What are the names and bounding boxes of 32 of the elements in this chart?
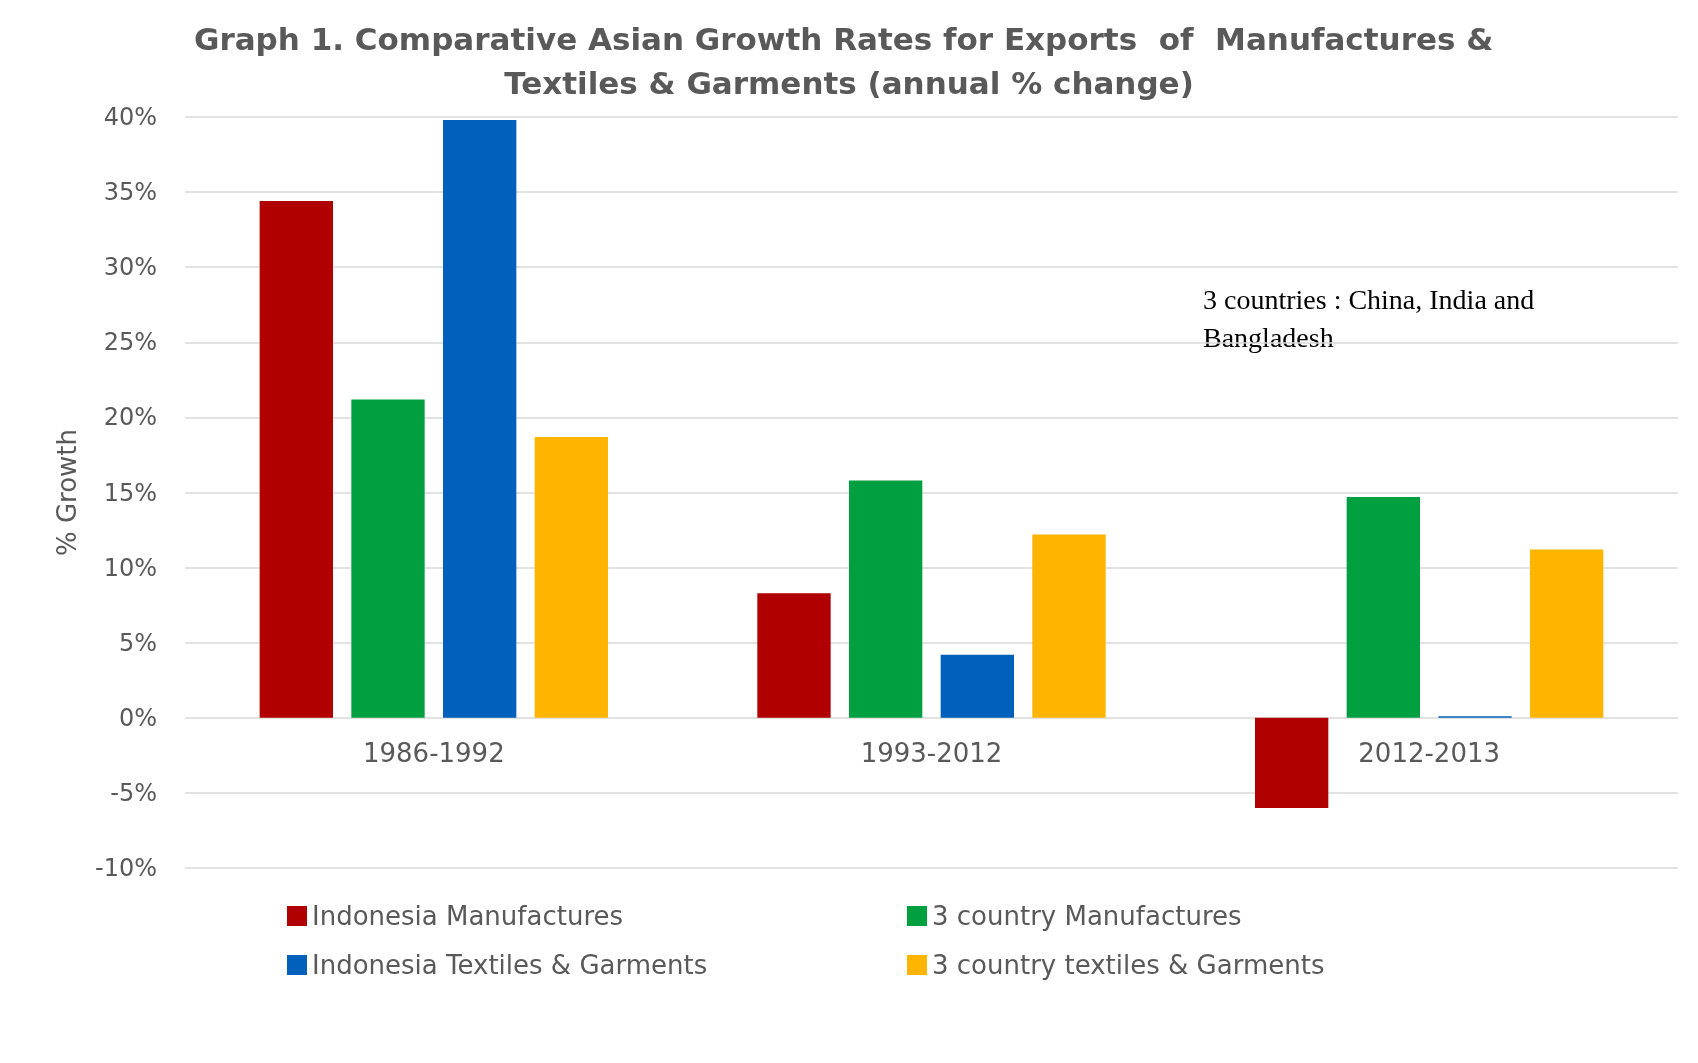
- y-axis-title: % Growth: [52, 428, 82, 557]
- bar: [443, 120, 517, 718]
- x-tick-label: 2012-2013: [1358, 737, 1501, 768]
- y-tick-label: 0%: [118, 703, 157, 732]
- bar: [848, 480, 923, 718]
- x-tick-label: 1993-2012: [860, 737, 1003, 768]
- y-tick-label: 40%: [103, 103, 157, 131]
- y-tick-label: 5%: [118, 628, 157, 657]
- bar: [757, 593, 831, 718]
- bar: [1530, 549, 1604, 718]
- y-tick-label: 20%: [103, 403, 157, 432]
- bar: [259, 201, 333, 718]
- bar: [940, 654, 1015, 718]
- legend-label: Indonesia Manufactures: [312, 901, 624, 931]
- x-tick-label: 1986-1992: [362, 737, 505, 768]
- chart-title: Graph 1. Comparative Asian Growth Rates for Exports of Manufactures & Textiles & Garments (annual % change): [193, 21, 1505, 101]
- bar: [1032, 534, 1106, 718]
- y-tick-label: 15%: [103, 478, 157, 507]
- bar: [1254, 717, 1329, 808]
- legend-label: 3 country textiles & Garments: [932, 950, 1325, 980]
- y-tick-label: 35%: [103, 178, 157, 207]
- y-tick-label: 30%: [103, 253, 157, 282]
- annotation: 3 countries : China, India and Bangladesh: [1203, 283, 1542, 353]
- y-tick-label: 10%: [103, 553, 157, 582]
- bar: [1346, 497, 1420, 718]
- y-tick-label: -10%: [94, 854, 157, 882]
- legend-label: 3 country Manufactures: [932, 901, 1242, 931]
- bar: [534, 436, 609, 718]
- bar: [351, 399, 425, 718]
- y-tick-label: 25%: [103, 328, 157, 357]
- y-tick-label: -5%: [110, 778, 157, 807]
- legend-label: Indonesia Textiles & Garments: [312, 950, 708, 980]
